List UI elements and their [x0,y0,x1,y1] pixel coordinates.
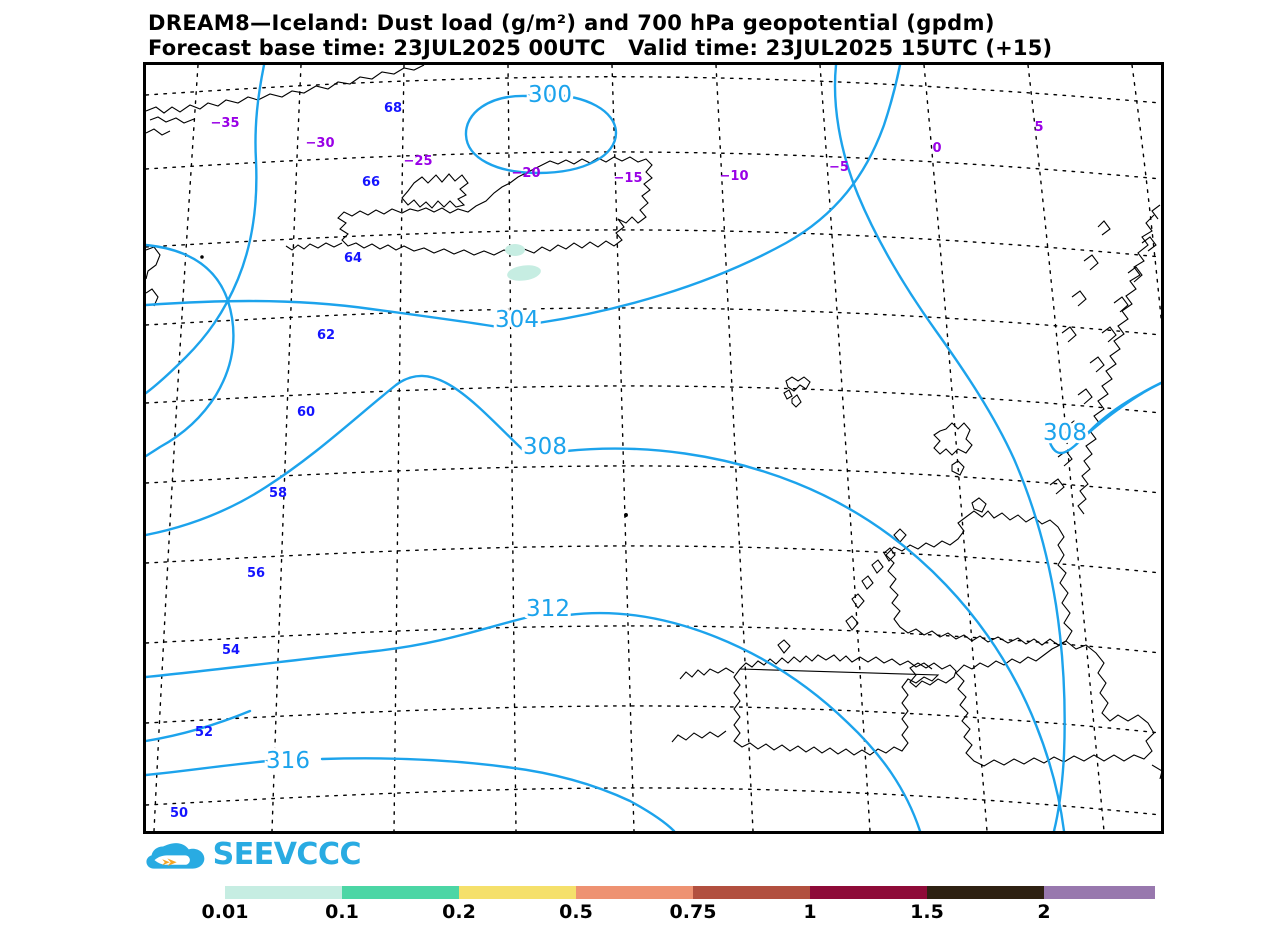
colorbar-segment [576,886,693,899]
colorbar-segment [1044,886,1155,899]
lat-label: 52 [195,725,213,740]
lon-label: −10 [720,169,749,184]
colorbar-tick-label: 0.1 [325,901,359,923]
lon-label: −25 [404,154,433,169]
lat-label: 66 [362,175,380,190]
coastline-greenland [146,65,425,307]
lat-label: 58 [269,486,287,501]
colorbar-segment [810,886,927,899]
contour-label: 304 [495,307,539,333]
colorbar-segment [927,886,1044,899]
colorbar: 0.01 0.1 0.2 0.5 0.75 1 1.5 2 [202,886,1155,923]
colorbar-segment [459,886,576,899]
graticule-latitude [146,76,1161,816]
lon-label: −20 [512,166,541,181]
lat-label: 50 [170,806,188,821]
seevccc-logo: SEEVCCC [146,836,362,874]
coastline-england-wales [909,640,1161,780]
contour-label: 308 [1043,420,1087,446]
forecast-time-subtitle: Forecast base time: 23JUL2025 00UTC Vali… [148,36,1053,60]
lon-label: −15 [614,171,643,186]
coastline-small-islands [200,255,628,517]
colorbar-segment [225,886,342,899]
colorbar-tick-label: 0.75 [669,901,717,923]
latitude-label-group: 68 66 64 62 60 58 56 54 52 50 [170,101,402,821]
contour-label: 300 [528,82,572,108]
contour-label-group: 300 304 308 308 312 316 [263,79,1090,777]
cloud-icon [146,843,205,869]
coastline-iceland [285,156,653,256]
colorbar-segment [342,886,459,899]
map-panel[interactable]: 68 66 64 62 60 58 56 54 52 50 −35 −30 −2… [143,62,1164,834]
lon-label: −35 [211,116,240,131]
colorbar-tick-label: 0.2 [442,901,476,923]
chart-title-block: DREAM8—Iceland: Dust load (g/m²) and 700… [148,11,1278,60]
lon-label: −30 [306,136,335,151]
coastline-ireland [671,639,940,756]
lat-label: 62 [317,328,335,343]
lat-label: 56 [247,566,265,581]
colorbar-tick-label: 0.5 [559,901,593,923]
dust-load-filled-contours [505,244,541,281]
graticule-longitude [153,65,1161,831]
geopotential-contours [146,65,1161,831]
lon-label: 5 [1034,120,1043,135]
contour-label: 308 [523,434,567,460]
longitude-label-group: −35 −30 −25 −20 −15 −10 −5 0 5 [211,116,1044,186]
lat-label: 68 [384,101,402,116]
contour-label: 316 [266,748,310,774]
colorbar-tick-label: 1.5 [910,901,944,923]
coastline-faroe-islands [783,376,811,408]
lat-label: 60 [297,405,315,420]
lat-label: 64 [344,251,362,266]
colorbar-tick-labels: 0.01 0.1 0.2 0.5 0.75 1 1.5 2 [202,899,1155,923]
coastline-scotland [845,510,1073,646]
lon-label: 0 [932,141,941,156]
page-title: DREAM8—Iceland: Dust load (g/m²) and 700… [148,11,995,35]
lat-label: 54 [222,643,240,658]
colorbar-tick-label: 2 [1037,901,1051,923]
contour-label: 312 [526,596,570,622]
colorbar-tick-label: 1 [803,901,817,923]
lon-label: −5 [829,160,849,175]
logo-text: SEEVCCC [212,837,362,872]
map-canvas: 68 66 64 62 60 58 56 54 52 50 −35 −30 −2… [146,65,1161,831]
colorbar-tick-label: 0.01 [201,901,249,923]
colorbar-segment [693,886,810,899]
colorbar-strip [225,886,1155,899]
coastline-shetland-orkney [933,422,987,513]
coastline-norway [1049,204,1161,515]
